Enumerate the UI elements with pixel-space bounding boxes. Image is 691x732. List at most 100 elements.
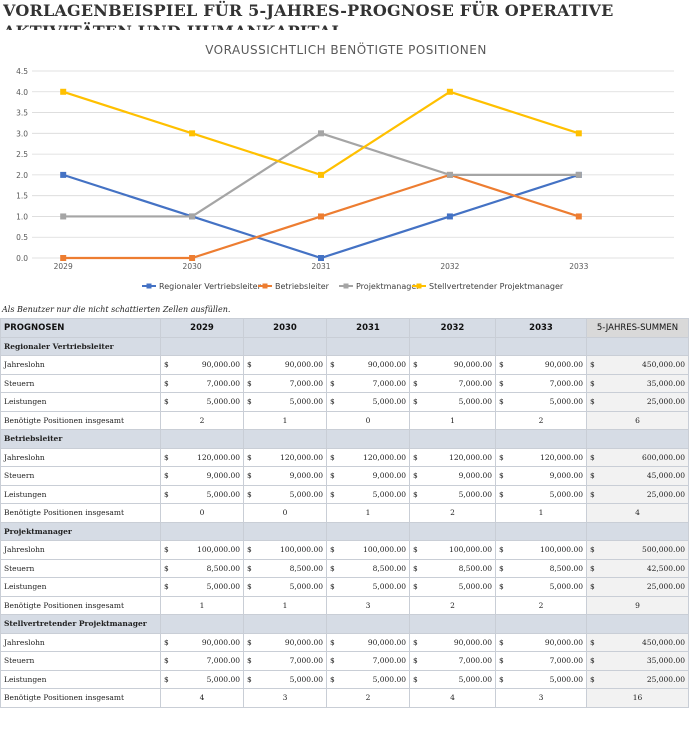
value-cell[interactable]: $7,000.00 <box>495 373 587 393</box>
value-cell[interactable]: $90,000.00 <box>160 355 244 375</box>
value-cell[interactable]: $5,000.00 <box>409 484 496 504</box>
value-cell[interactable]: $7,000.00 <box>160 651 244 671</box>
value-cell[interactable]: $5,000.00 <box>326 669 410 689</box>
value-cell[interactable]: $5,000.00 <box>160 669 244 689</box>
value-cell[interactable]: 4 <box>160 688 244 708</box>
value-cell[interactable]: $120,000.00 <box>160 447 244 467</box>
value-cell[interactable]: $5,000.00 <box>409 669 496 689</box>
amount-value: 100,000.00 <box>449 545 492 555</box>
amount-value: 5,000.00 <box>549 397 583 407</box>
table-row: Benötigte Positionen insgesamt 0 0 1 2 1 4 <box>0 503 689 523</box>
total-cell: 6 <box>586 410 689 430</box>
value-cell[interactable]: $5,000.00 <box>495 669 587 689</box>
value-cell[interactable]: 0 <box>160 503 244 523</box>
value-cell[interactable]: 2 <box>495 410 587 430</box>
value-cell[interactable]: $5,000.00 <box>495 577 587 597</box>
value-cell[interactable]: $90,000.00 <box>326 355 410 375</box>
value-cell[interactable]: $5,000.00 <box>160 392 244 412</box>
value-cell[interactable]: $100,000.00 <box>326 540 410 560</box>
value-cell[interactable]: 2 <box>495 595 587 615</box>
value-cell[interactable]: $90,000.00 <box>243 355 327 375</box>
value-cell[interactable]: $5,000.00 <box>495 484 587 504</box>
value-cell[interactable]: $90,000.00 <box>243 632 327 652</box>
value-cell[interactable]: 1 <box>160 595 244 615</box>
value-cell[interactable]: $5,000.00 <box>326 484 410 504</box>
value-cell[interactable]: 2 <box>409 503 496 523</box>
value-cell[interactable]: $5,000.00 <box>160 484 244 504</box>
value-cell[interactable]: $9,000.00 <box>495 466 587 486</box>
value-cell[interactable]: $9,000.00 <box>160 466 244 486</box>
value-cell[interactable]: $5,000.00 <box>243 392 327 412</box>
value-cell[interactable]: 1 <box>243 595 327 615</box>
row-label: Steuern <box>0 466 161 486</box>
table-row: Steuern $7,000.00 $7,000.00 $7,000.00 $7,000… <box>0 373 689 393</box>
value-cell[interactable]: $120,000.00 <box>326 447 410 467</box>
value-cell[interactable]: $7,000.00 <box>409 651 496 671</box>
value-cell[interactable]: $7,000.00 <box>326 373 410 393</box>
value-cell[interactable]: 2 <box>409 595 496 615</box>
section-title: Betriebsleiter <box>0 429 161 449</box>
value-cell[interactable]: $90,000.00 <box>409 632 496 652</box>
value-cell[interactable]: $90,000.00 <box>495 632 587 652</box>
y-tick-label: 4.0 <box>16 88 28 97</box>
value-cell[interactable]: 1 <box>495 503 587 523</box>
value-cell[interactable]: 1 <box>409 410 496 430</box>
value-cell[interactable]: 3 <box>495 688 587 708</box>
amount-value: 25,000.00 <box>646 489 685 499</box>
value-cell[interactable]: $8,500.00 <box>243 558 327 578</box>
value-cell[interactable]: $7,000.00 <box>495 651 587 671</box>
value-cell[interactable]: $5,000.00 <box>243 577 327 597</box>
value-cell[interactable]: $8,500.00 <box>409 558 496 578</box>
value-cell[interactable]: 1 <box>243 410 327 430</box>
value-cell[interactable]: $100,000.00 <box>243 540 327 560</box>
value-cell[interactable]: $90,000.00 <box>409 355 496 375</box>
value-cell[interactable]: $100,000.00 <box>409 540 496 560</box>
value-cell[interactable]: $120,000.00 <box>409 447 496 467</box>
value-cell[interactable]: $8,500.00 <box>160 558 244 578</box>
value-cell[interactable]: $7,000.00 <box>243 651 327 671</box>
currency-symbol: $ <box>247 378 252 388</box>
value-cell[interactable]: $5,000.00 <box>326 577 410 597</box>
table-row: Benötigte Positionen insgesamt 2 1 0 1 2 6 <box>0 410 689 430</box>
row-label: Benötigte Positionen insgesamt <box>0 595 161 615</box>
value-cell[interactable]: $100,000.00 <box>160 540 244 560</box>
value-cell[interactable]: $9,000.00 <box>409 466 496 486</box>
amount-value: 90,000.00 <box>544 360 583 370</box>
legend-label: Stellvertretender Projektmanager <box>429 282 564 291</box>
value-cell[interactable]: $5,000.00 <box>326 392 410 412</box>
value-cell[interactable]: 0 <box>243 503 327 523</box>
value-cell[interactable]: $7,000.00 <box>326 651 410 671</box>
value-cell[interactable]: $5,000.00 <box>409 392 496 412</box>
value-cell[interactable]: 4 <box>409 688 496 708</box>
currency-symbol: $ <box>590 545 595 555</box>
value-cell[interactable]: $5,000.00 <box>243 484 327 504</box>
value-cell[interactable]: $9,000.00 <box>326 466 410 486</box>
value-cell[interactable]: $7,000.00 <box>243 373 327 393</box>
value-cell[interactable]: $100,000.00 <box>495 540 587 560</box>
value-cell[interactable]: $90,000.00 <box>495 355 587 375</box>
data-point-marker <box>318 255 324 261</box>
value-cell[interactable]: $8,500.00 <box>326 558 410 578</box>
value-cell[interactable]: $8,500.00 <box>495 558 587 578</box>
value-cell[interactable]: $9,000.00 <box>243 466 327 486</box>
section-filler-cell <box>326 521 410 541</box>
value-cell[interactable]: 3 <box>326 595 410 615</box>
currency-symbol: $ <box>164 545 169 555</box>
value-cell[interactable]: $120,000.00 <box>243 447 327 467</box>
value-cell[interactable]: $90,000.00 <box>326 632 410 652</box>
value-cell[interactable]: $5,000.00 <box>495 392 587 412</box>
value-cell[interactable]: $90,000.00 <box>160 632 244 652</box>
section-filler-cell <box>495 614 587 634</box>
value-cell[interactable]: $5,000.00 <box>409 577 496 597</box>
value-cell[interactable]: 0 <box>326 410 410 430</box>
value-cell[interactable]: $5,000.00 <box>160 577 244 597</box>
value-cell[interactable]: $5,000.00 <box>243 669 327 689</box>
value-cell[interactable]: $120,000.00 <box>495 447 587 467</box>
value-cell[interactable]: $7,000.00 <box>160 373 244 393</box>
value-cell[interactable]: $7,000.00 <box>409 373 496 393</box>
value-cell[interactable]: 2 <box>160 410 244 430</box>
value-cell[interactable]: 3 <box>243 688 327 708</box>
total-cell: $450,000.00 <box>586 632 689 652</box>
value-cell[interactable]: 1 <box>326 503 410 523</box>
value-cell[interactable]: 2 <box>326 688 410 708</box>
